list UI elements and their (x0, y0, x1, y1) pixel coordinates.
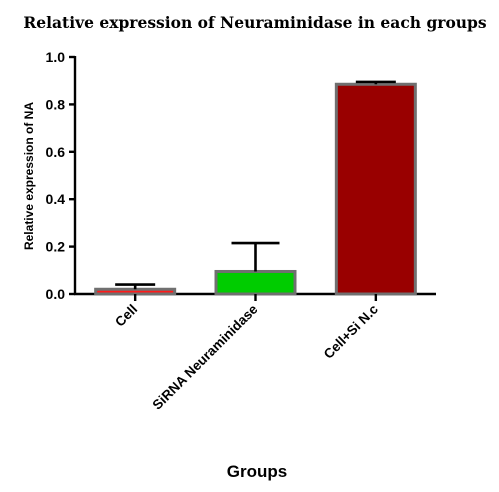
x-axis-label: Groups (227, 462, 287, 481)
bar (94, 287, 177, 296)
x-axis-ticks: Cell SiRNA Neuraminidase Cell+Si N.c (112, 294, 381, 413)
bars (94, 82, 417, 296)
bar (214, 269, 297, 296)
y-tick-label: 0.2 (46, 239, 66, 255)
y-tick-label: 0.8 (46, 96, 66, 112)
y-tick-label: 0.4 (46, 191, 66, 207)
y-tick-label: 0.0 (46, 286, 66, 302)
chart-title: Relative expression of Neuraminidase in … (23, 13, 487, 32)
x-tick-label: SiRNA Neuraminidase (150, 301, 261, 412)
bar (334, 82, 417, 296)
x-tick-label: Cell (112, 302, 140, 330)
y-tick-label: 0.6 (46, 144, 66, 160)
y-axis-label: Relative expression of NA (22, 102, 36, 250)
y-tick-label: 1.0 (46, 49, 66, 65)
error-bars (115, 80, 396, 290)
y-axis-ticks: 0.0 0.2 0.4 0.6 0.8 1.0 (46, 49, 75, 302)
x-tick-label: Cell+Si N.c (321, 301, 382, 362)
